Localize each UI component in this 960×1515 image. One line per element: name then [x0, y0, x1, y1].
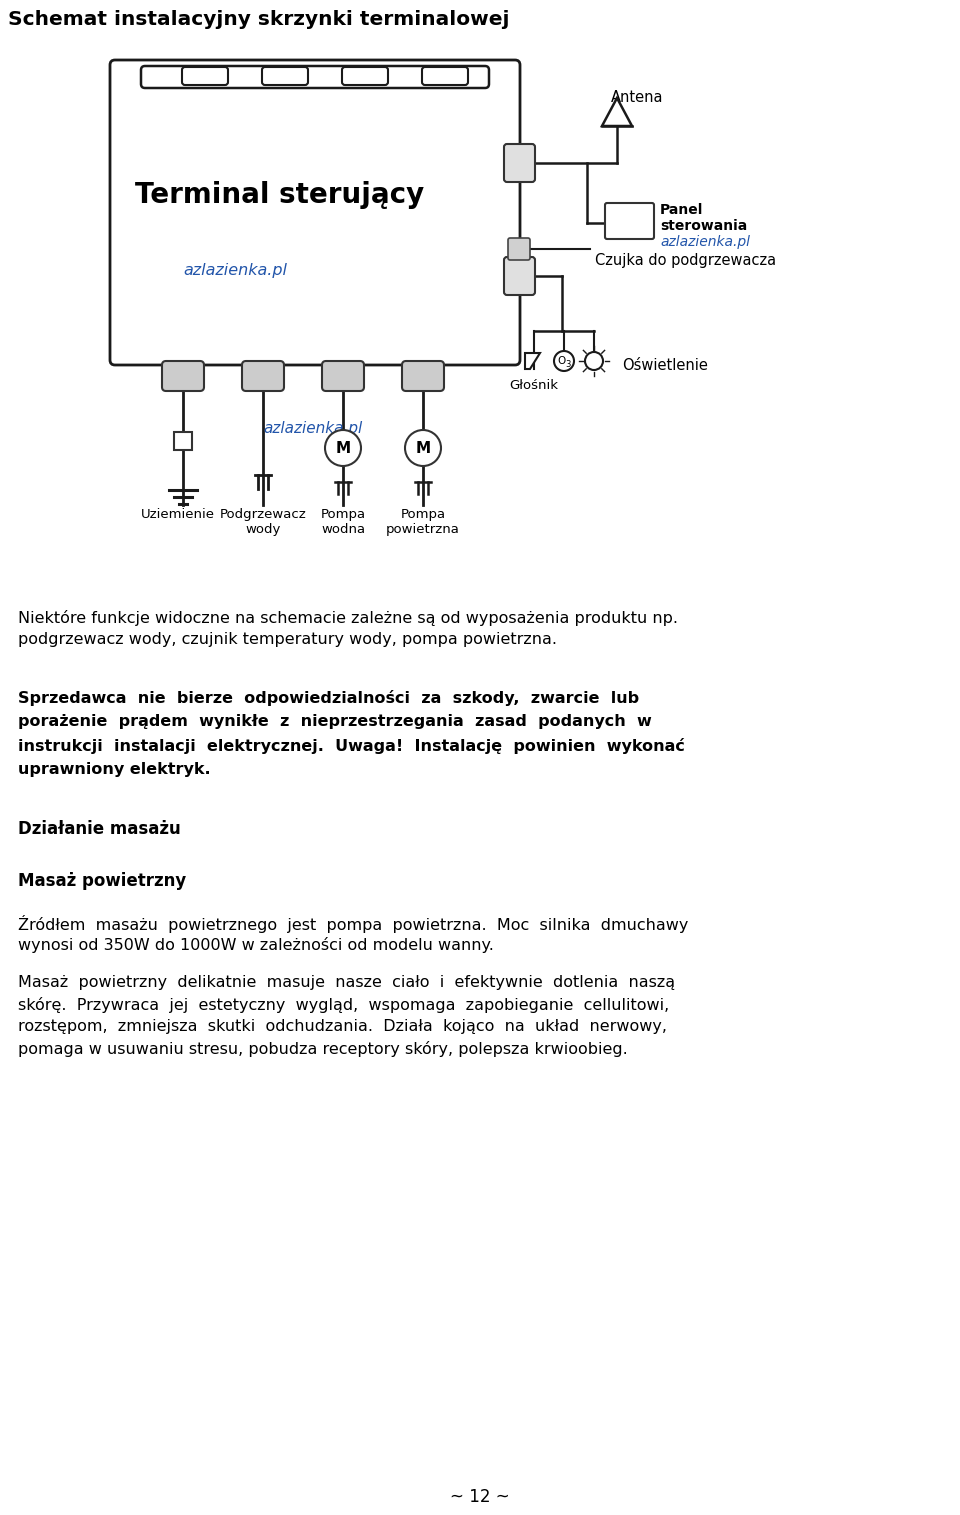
Text: Masaż powietrzny: Masaż powietrzny — [18, 873, 186, 889]
Polygon shape — [525, 353, 540, 370]
FancyBboxPatch shape — [242, 361, 284, 391]
FancyBboxPatch shape — [322, 361, 364, 391]
Text: Czujka do podgrzewacza: Czujka do podgrzewacza — [595, 253, 776, 268]
Text: instrukcji  instalacji  elektrycznej.  Uwaga!  Instalację  powinien  wykonać: instrukcji instalacji elektrycznej. Uwag… — [18, 738, 684, 754]
FancyBboxPatch shape — [262, 67, 308, 85]
Bar — [174, 432, 192, 450]
Text: Oświetlenie: Oświetlenie — [622, 358, 708, 373]
Text: Działanie masażu: Działanie masażu — [18, 820, 180, 838]
Text: Antena: Antena — [611, 89, 663, 105]
Text: Głośnik: Głośnik — [510, 379, 559, 392]
Text: Uziemienie: Uziemienie — [141, 508, 215, 521]
FancyBboxPatch shape — [141, 67, 489, 88]
Text: uprawniony elektryk.: uprawniony elektryk. — [18, 762, 210, 777]
Text: Niektóre funkcje widoczne na schemacie zależne są od wyposażenia produktu np.: Niektóre funkcje widoczne na schemacie z… — [18, 611, 678, 626]
FancyBboxPatch shape — [422, 67, 468, 85]
Text: Pompa
wodna: Pompa wodna — [321, 508, 366, 536]
FancyBboxPatch shape — [402, 361, 444, 391]
Text: podgrzewacz wody, czujnik temperatury wody, pompa powietrzna.: podgrzewacz wody, czujnik temperatury wo… — [18, 632, 557, 647]
Text: Masaż  powietrzny  delikatnie  masuje  nasze  ciało  i  efektywnie  dotlenia  na: Masaż powietrzny delikatnie masuje nasze… — [18, 976, 675, 989]
Text: azlazienka.pl: azlazienka.pl — [660, 235, 750, 248]
Text: wynosi od 350W do 1000W w zależności od modelu wanny.: wynosi od 350W do 1000W w zależności od … — [18, 936, 493, 953]
Circle shape — [554, 351, 574, 371]
Text: Pompa
powietrzna: Pompa powietrzna — [386, 508, 460, 536]
Text: pomaga w usuwaniu stresu, pobudza receptory skóry, polepsza krwioobieg.: pomaga w usuwaniu stresu, pobudza recept… — [18, 1041, 628, 1057]
FancyBboxPatch shape — [504, 144, 535, 182]
Text: Schemat instalacyjny skrzynki terminalowej: Schemat instalacyjny skrzynki terminalow… — [8, 11, 510, 29]
Polygon shape — [602, 98, 632, 126]
Circle shape — [585, 351, 603, 370]
Text: porażenie  prądem  wynikłe  z  nieprzestrzegania  zasad  podanych  w: porażenie prądem wynikłe z nieprzestrzeg… — [18, 714, 652, 729]
Text: 3: 3 — [565, 359, 570, 368]
Text: Panel: Panel — [660, 203, 704, 217]
FancyBboxPatch shape — [162, 361, 204, 391]
Text: Terminal sterujący: Terminal sterujący — [135, 180, 424, 209]
Text: O: O — [558, 356, 566, 367]
FancyBboxPatch shape — [508, 238, 530, 261]
Circle shape — [405, 430, 441, 467]
FancyBboxPatch shape — [342, 67, 388, 85]
FancyBboxPatch shape — [182, 67, 228, 85]
Circle shape — [325, 430, 361, 467]
Text: sterowania: sterowania — [660, 220, 747, 233]
Text: Sprzedawca  nie  bierze  odpowiedzialności  za  szkody,  zwarcie  lub: Sprzedawca nie bierze odpowiedzialności … — [18, 689, 639, 706]
Text: azlazienka.pl: azlazienka.pl — [263, 421, 363, 435]
Text: ~ 12 ~: ~ 12 ~ — [450, 1488, 510, 1506]
FancyBboxPatch shape — [504, 258, 535, 295]
FancyBboxPatch shape — [605, 203, 654, 239]
Text: rozstępom,  zmniejsza  skutki  odchudzania.  Działa  kojąco  na  układ  nerwowy,: rozstępom, zmniejsza skutki odchudzania.… — [18, 1020, 667, 1035]
FancyBboxPatch shape — [110, 61, 520, 365]
Text: skórę.  Przywraca  jej  estetyczny  wygląd,  wspomaga  zapobieganie  cellulitowi: skórę. Przywraca jej estetyczny wygląd, … — [18, 997, 669, 1014]
Text: Źródłem  masażu  powietrznego  jest  pompa  powietrzna.  Moc  silnika  dmuchawy: Źródłem masażu powietrznego jest pompa p… — [18, 915, 688, 933]
Text: azlazienka.pl: azlazienka.pl — [183, 262, 287, 277]
Text: Podgrzewacz
wody: Podgrzewacz wody — [220, 508, 306, 536]
Text: M: M — [335, 441, 350, 456]
Text: M: M — [416, 441, 431, 456]
